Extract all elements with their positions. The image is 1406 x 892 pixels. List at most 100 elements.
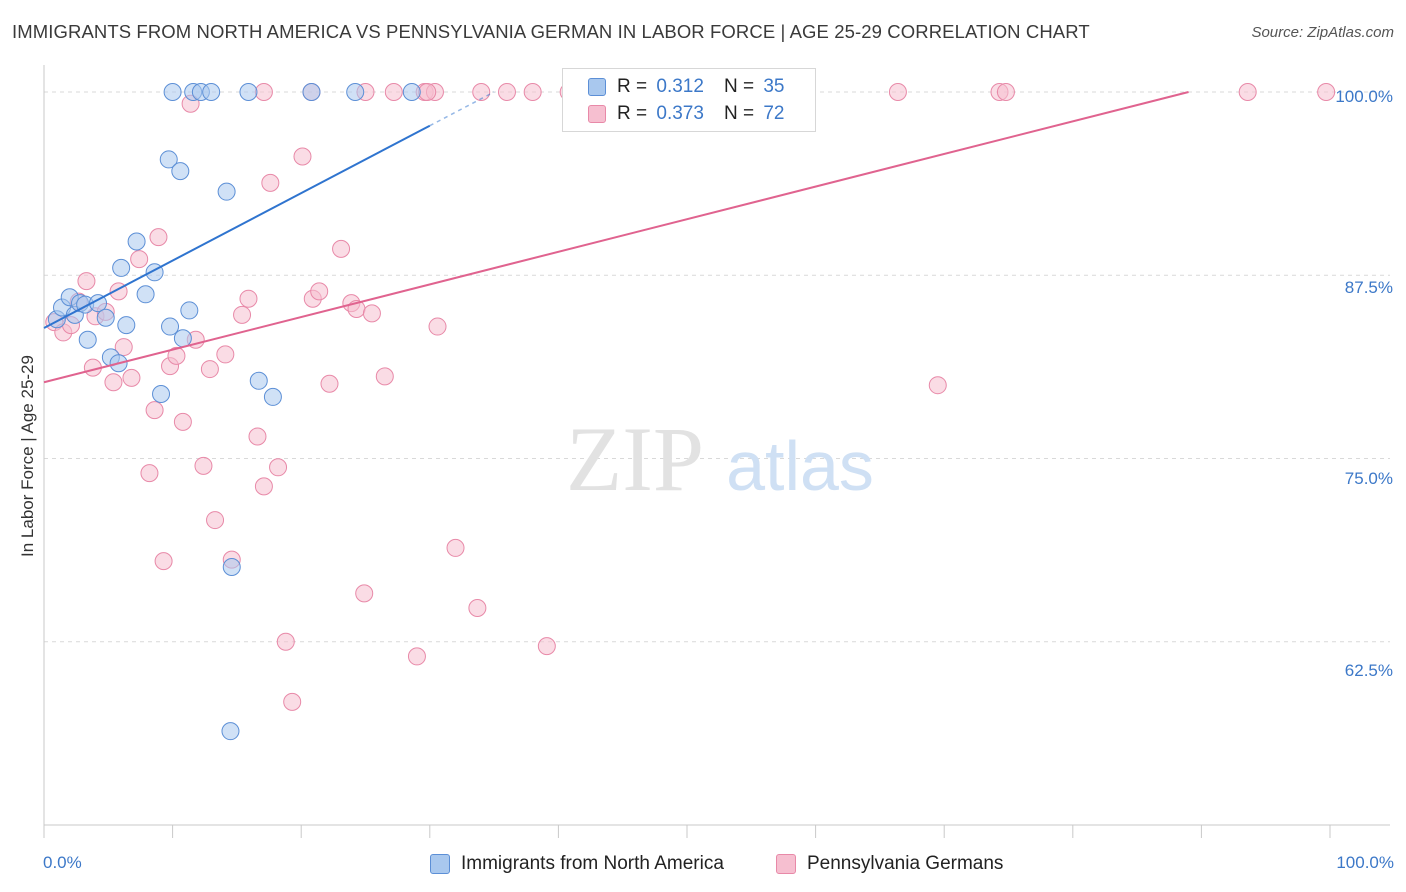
pennsylvania-germans-point [206, 511, 225, 530]
pennsylvania-germans-point [996, 82, 1015, 101]
pennsylvania-germans-point [888, 82, 907, 101]
pennsylvania-germans-point [428, 317, 447, 336]
north-america-point [217, 182, 236, 201]
pennsylvania-germans-point [355, 584, 374, 603]
north-america-point [202, 82, 221, 101]
pennsylvania-germans-point [362, 304, 381, 323]
north-america-point [222, 557, 241, 576]
pennsylvania-germans-point [446, 538, 465, 557]
pennsylvania-germans-point [122, 368, 141, 387]
pennsylvania-germans-point [332, 239, 351, 258]
pennsylvania-germans-point [1238, 82, 1257, 101]
blue-swatch-icon [588, 78, 606, 96]
pennsylvania-germans-point [269, 458, 288, 477]
pennsylvania-germans-point [472, 82, 491, 101]
pennsylvania-germans-point [173, 412, 192, 431]
north-america-point [112, 258, 131, 277]
north-america-point [136, 285, 155, 304]
north-america-point [180, 301, 199, 320]
north-america-point [159, 150, 178, 169]
pennsylvania-germans-points [45, 82, 1336, 711]
pennsylvania-germans-point [276, 632, 295, 651]
pennsylvania-germans-point [537, 637, 556, 656]
pennsylvania-germans-point [261, 173, 280, 192]
r-value: 0.312 [656, 76, 704, 97]
legend-item-north-america[interactable]: Immigrants from North America [430, 853, 724, 875]
pennsylvania-germans-trend-line [43, 91, 1189, 384]
watermark: ZIP atlas [566, 408, 874, 510]
north-america-point [402, 82, 421, 101]
watermark-zip: ZIP [566, 408, 704, 510]
pennsylvania-germans-point [130, 250, 149, 269]
north-america-point [127, 232, 146, 251]
pennsylvania-germans-point [1317, 82, 1336, 101]
pennsylvania-germans-point [77, 272, 96, 291]
pennsylvania-germans-point [145, 401, 164, 420]
pennsylvania-germans-point [523, 82, 542, 101]
n-value: 72 [763, 103, 785, 124]
n-label: N = [723, 76, 755, 97]
pennsylvania-germans-point [216, 345, 235, 364]
pennsylvania-germans-point [194, 456, 213, 475]
stats-row-pennsylvania-germans: R = 0.373 N = 72 [563, 101, 784, 127]
n-value: 35 [763, 76, 785, 97]
north-america-point [346, 82, 365, 101]
north-america-point [239, 82, 258, 101]
y-axis-label: In Labor Force | Age 25-29 [18, 355, 37, 557]
y-tick-label-75: 75.0% [1344, 469, 1393, 488]
pennsylvania-germans-point [167, 346, 186, 365]
blue-swatch-icon [430, 854, 450, 874]
pennsylvania-germans-point [233, 305, 252, 324]
axes [43, 65, 1390, 838]
pennsylvania-germans-point [418, 82, 437, 101]
north-america-point [78, 330, 97, 349]
legend-label: Pennsylvania Germans [807, 853, 1004, 874]
pennsylvania-germans-point [320, 374, 339, 393]
x-tick-label-min: 0.0% [43, 853, 82, 872]
pennsylvania-germans-point [248, 427, 267, 446]
pennsylvania-germans-point [928, 376, 947, 395]
chart-title: IMMIGRANTS FROM NORTH AMERICA VS PENNSYL… [12, 21, 1090, 42]
pennsylvania-germans-point [254, 82, 273, 101]
pennsylvania-germans-point [149, 228, 168, 247]
north-america-trend-line [43, 124, 431, 329]
pennsylvania-germans-point [407, 647, 426, 666]
north-america-point [152, 384, 171, 403]
north-america-point [163, 82, 182, 101]
pennsylvania-germans-point [310, 282, 329, 301]
north-america-points [47, 82, 421, 741]
pennsylvania-germans-point [239, 289, 258, 308]
trend-lines [43, 91, 1189, 384]
y-tick-label-100: 100.0% [1335, 87, 1393, 106]
x-tick-label-max: 100.0% [1336, 853, 1394, 872]
north-america-point [96, 308, 115, 327]
grid-lines [44, 91, 1390, 643]
north-america-point [117, 316, 136, 335]
legend-item-pennsylvania-germans[interactable]: Pennsylvania Germans [776, 853, 1003, 875]
n-label: N = [723, 103, 755, 124]
y-tick-label-62-5: 62.5% [1344, 661, 1393, 680]
source-label[interactable]: Source: ZipAtlas.com [1251, 24, 1394, 41]
watermark-atlas: atlas [726, 427, 874, 505]
north-america-point [249, 371, 268, 390]
pennsylvania-germans-point [200, 360, 219, 379]
r-label: R = [617, 103, 648, 124]
pennsylvania-germans-point [114, 338, 133, 357]
pennsylvania-germans-point [375, 367, 394, 386]
pennsylvania-germans-point [468, 599, 487, 618]
north-america-point [173, 329, 192, 348]
y-tick-label-87-5: 87.5% [1344, 278, 1393, 297]
correlation-stats-box: R = 0.312 N = 35 R = 0.373 N = 72 [562, 68, 816, 132]
pink-swatch-icon [776, 854, 796, 874]
pennsylvania-germans-point [497, 82, 516, 101]
pennsylvania-germans-point [283, 692, 302, 711]
north-america-point [302, 82, 321, 101]
pennsylvania-germans-point [293, 147, 312, 166]
pennsylvania-germans-point [104, 373, 123, 392]
pink-swatch-icon [588, 105, 606, 123]
legend-label: Immigrants from North America [461, 853, 724, 874]
r-label: R = [617, 76, 648, 97]
north-america-point [263, 387, 282, 406]
pennsylvania-germans-point [254, 477, 273, 496]
